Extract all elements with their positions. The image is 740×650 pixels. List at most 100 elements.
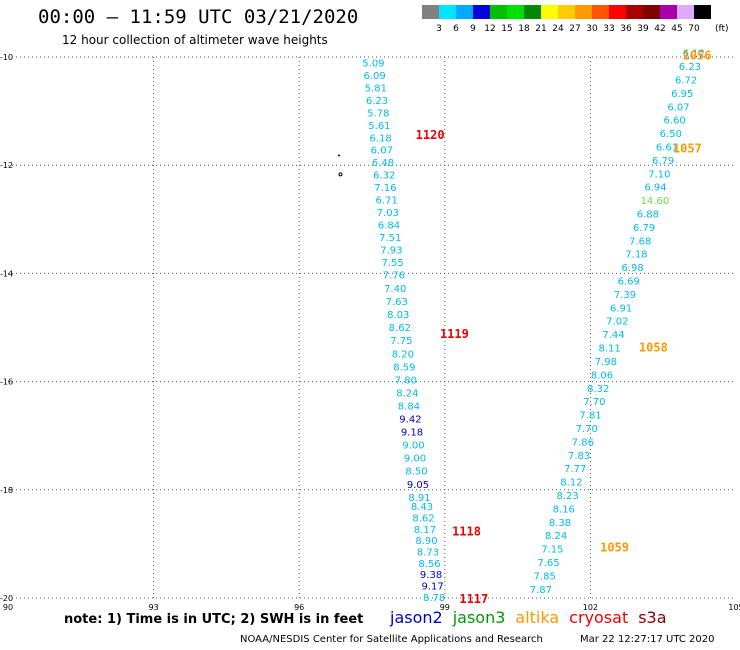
wave-height-reading: 7.02 (606, 317, 628, 328)
lat-tick-label: -10 (0, 53, 13, 62)
satellite-legend-jason2: jason2 (390, 608, 443, 627)
wave-height-reading: 7.81 (579, 411, 601, 422)
wave-height-reading: 6.32 (373, 171, 395, 182)
wave-height-reading: 7.44 (602, 330, 624, 341)
scale-tick-label: 36 (620, 24, 632, 34)
wave-height-reading: 6.12 (683, 49, 705, 60)
scale-swatch (473, 5, 490, 19)
wave-height-reading: 7.80 (395, 375, 417, 386)
wave-height-reading: 8.56 (418, 559, 440, 570)
wave-height-reading: 6.09 (363, 71, 385, 82)
scale-tick-label: 24 (552, 24, 564, 34)
credit-line: NOAA/NESDIS Center for Satellite Applica… (240, 634, 543, 645)
wave-height-reading: 7.10 (648, 169, 670, 180)
wave-height-reading: 6.79 (652, 156, 674, 167)
map-subtitle: 12 hour collection of altimeter wave hei… (62, 33, 328, 47)
wave-height-reading: 6.88 (637, 210, 659, 221)
wave-height-reading: 9.05 (407, 480, 429, 491)
wave-height-reading: 6.60 (664, 116, 686, 127)
scale-tick-label: 3 (436, 24, 442, 34)
wave-height-reading: 6.84 (378, 221, 400, 232)
map-title: 00:00 – 11:59 UTC 03/21/2020 (38, 6, 359, 28)
pass-id-label: 1059 (600, 541, 629, 555)
wave-height-reading: 6.71 (375, 196, 397, 207)
wave-height-reading: 7.18 (625, 250, 647, 261)
scale-swatch (422, 5, 439, 19)
wave-height-reading: 9.38 (420, 570, 442, 581)
scale-tick-label: 42 (654, 24, 665, 34)
scale-swatch (541, 5, 558, 19)
pass-id-label: 1057 (673, 141, 702, 155)
wave-height-reading: 8.12 (560, 478, 582, 489)
wave-height-reading: 7.76 (383, 270, 405, 281)
scale-tick-label: 15 (501, 24, 512, 34)
wave-height-reading: 7.51 (379, 233, 401, 244)
lon-tick-label: 105 (728, 603, 740, 612)
scale-swatch (592, 5, 609, 19)
color-scale-legend: 3 6 9 12 15 18 21 24 27 30 33 36 39 42 45 70 (ft) (422, 5, 729, 34)
wave-height-reading: 6.79 (633, 223, 655, 234)
scale-tick-label: 39 (637, 24, 649, 34)
wave-height-reading: 9.00 (402, 441, 424, 452)
wave-height-reading: 6.50 (660, 129, 682, 140)
scale-swatch (694, 5, 711, 19)
satellite-legend-cryosat: cryosat (569, 608, 629, 627)
wave-height-reading: 6.72 (675, 75, 697, 86)
satellite-legend: jason2 jason3 altika cryosat s3a (390, 608, 677, 627)
scale-tick-label: 45 (671, 24, 682, 34)
lat-tick-label: -14 (0, 269, 13, 278)
wave-height-reading: 6.94 (644, 183, 666, 194)
wave-height-reading: 8.20 (392, 349, 414, 360)
wave-height-reading: 8.23 (556, 491, 578, 502)
pass-id-label: 1119 (440, 327, 469, 341)
wave-height-reading: 9.42 (399, 415, 421, 426)
wave-height-reading: 7.87 (530, 585, 552, 596)
wave-height-reading: 8.62 (412, 513, 434, 524)
wave-height-reading: 7.40 (384, 284, 406, 295)
wave-height-reading: 6.07 (667, 102, 689, 113)
wave-height-reading: 7.93 (380, 246, 402, 257)
lon-tick-label: 90 (3, 603, 13, 612)
pass-id-label: 1058 (639, 340, 668, 354)
wave-height-reading: 8.73 (417, 547, 439, 558)
wave-height-reading: 7.68 (629, 236, 651, 247)
scale-tick-label: 12 (484, 24, 495, 34)
wave-height-reading: 7.75 (390, 336, 412, 347)
wave-height-reading: 6.91 (610, 303, 632, 314)
wave-height-reading: 7.86 (572, 437, 594, 448)
wave-height-reading: 8.03 (387, 310, 409, 321)
wave-height-reading: 9.00 (404, 454, 426, 465)
lon-tick-label: 96 (294, 603, 304, 612)
satellite-legend-s3a: s3a (638, 608, 667, 627)
scale-swatch (524, 5, 541, 19)
generated-timestamp: Mar 22 12:27:17 UTC 2020 (580, 634, 715, 645)
pass-id-label: 1118 (452, 524, 481, 538)
scale-swatch (456, 5, 473, 19)
wave-height-reading: 14.60 (641, 196, 670, 207)
scale-swatch (490, 5, 507, 19)
wave-height-reading: 5.81 (365, 83, 387, 94)
wave-height-reading: 6.18 (369, 133, 391, 144)
island-marker (337, 154, 340, 157)
wave-height-reading: 6.98 (621, 263, 643, 274)
pass-id-label: 1120 (416, 128, 445, 142)
pass-id-label: 1117 (459, 592, 488, 606)
wave-height-reading: 8.84 (398, 401, 420, 412)
wave-height-reading: 8.43 (411, 502, 433, 513)
wave-height-reading: 8.91 (408, 493, 430, 504)
scale-swatch (609, 5, 626, 19)
scale-tick-label: 18 (518, 24, 530, 34)
wave-height-reading: 8.11 (599, 344, 621, 355)
scale-swatch (626, 5, 643, 19)
wave-height-reading: 7.83 (568, 451, 590, 462)
wave-height-reading: 7.77 (564, 464, 586, 475)
wave-height-reading: 6.07 (371, 146, 393, 157)
wave-height-reading: 7.70 (576, 424, 598, 435)
wave-height-reading: 8.32 (587, 384, 609, 395)
wave-height-reading: 8.50 (405, 467, 427, 478)
wave-height-reading: 9.17 (421, 582, 443, 593)
scale-swatch (439, 5, 456, 19)
wave-height-reading: 7.65 (537, 558, 559, 569)
scale-tick-label: 9 (470, 24, 476, 34)
